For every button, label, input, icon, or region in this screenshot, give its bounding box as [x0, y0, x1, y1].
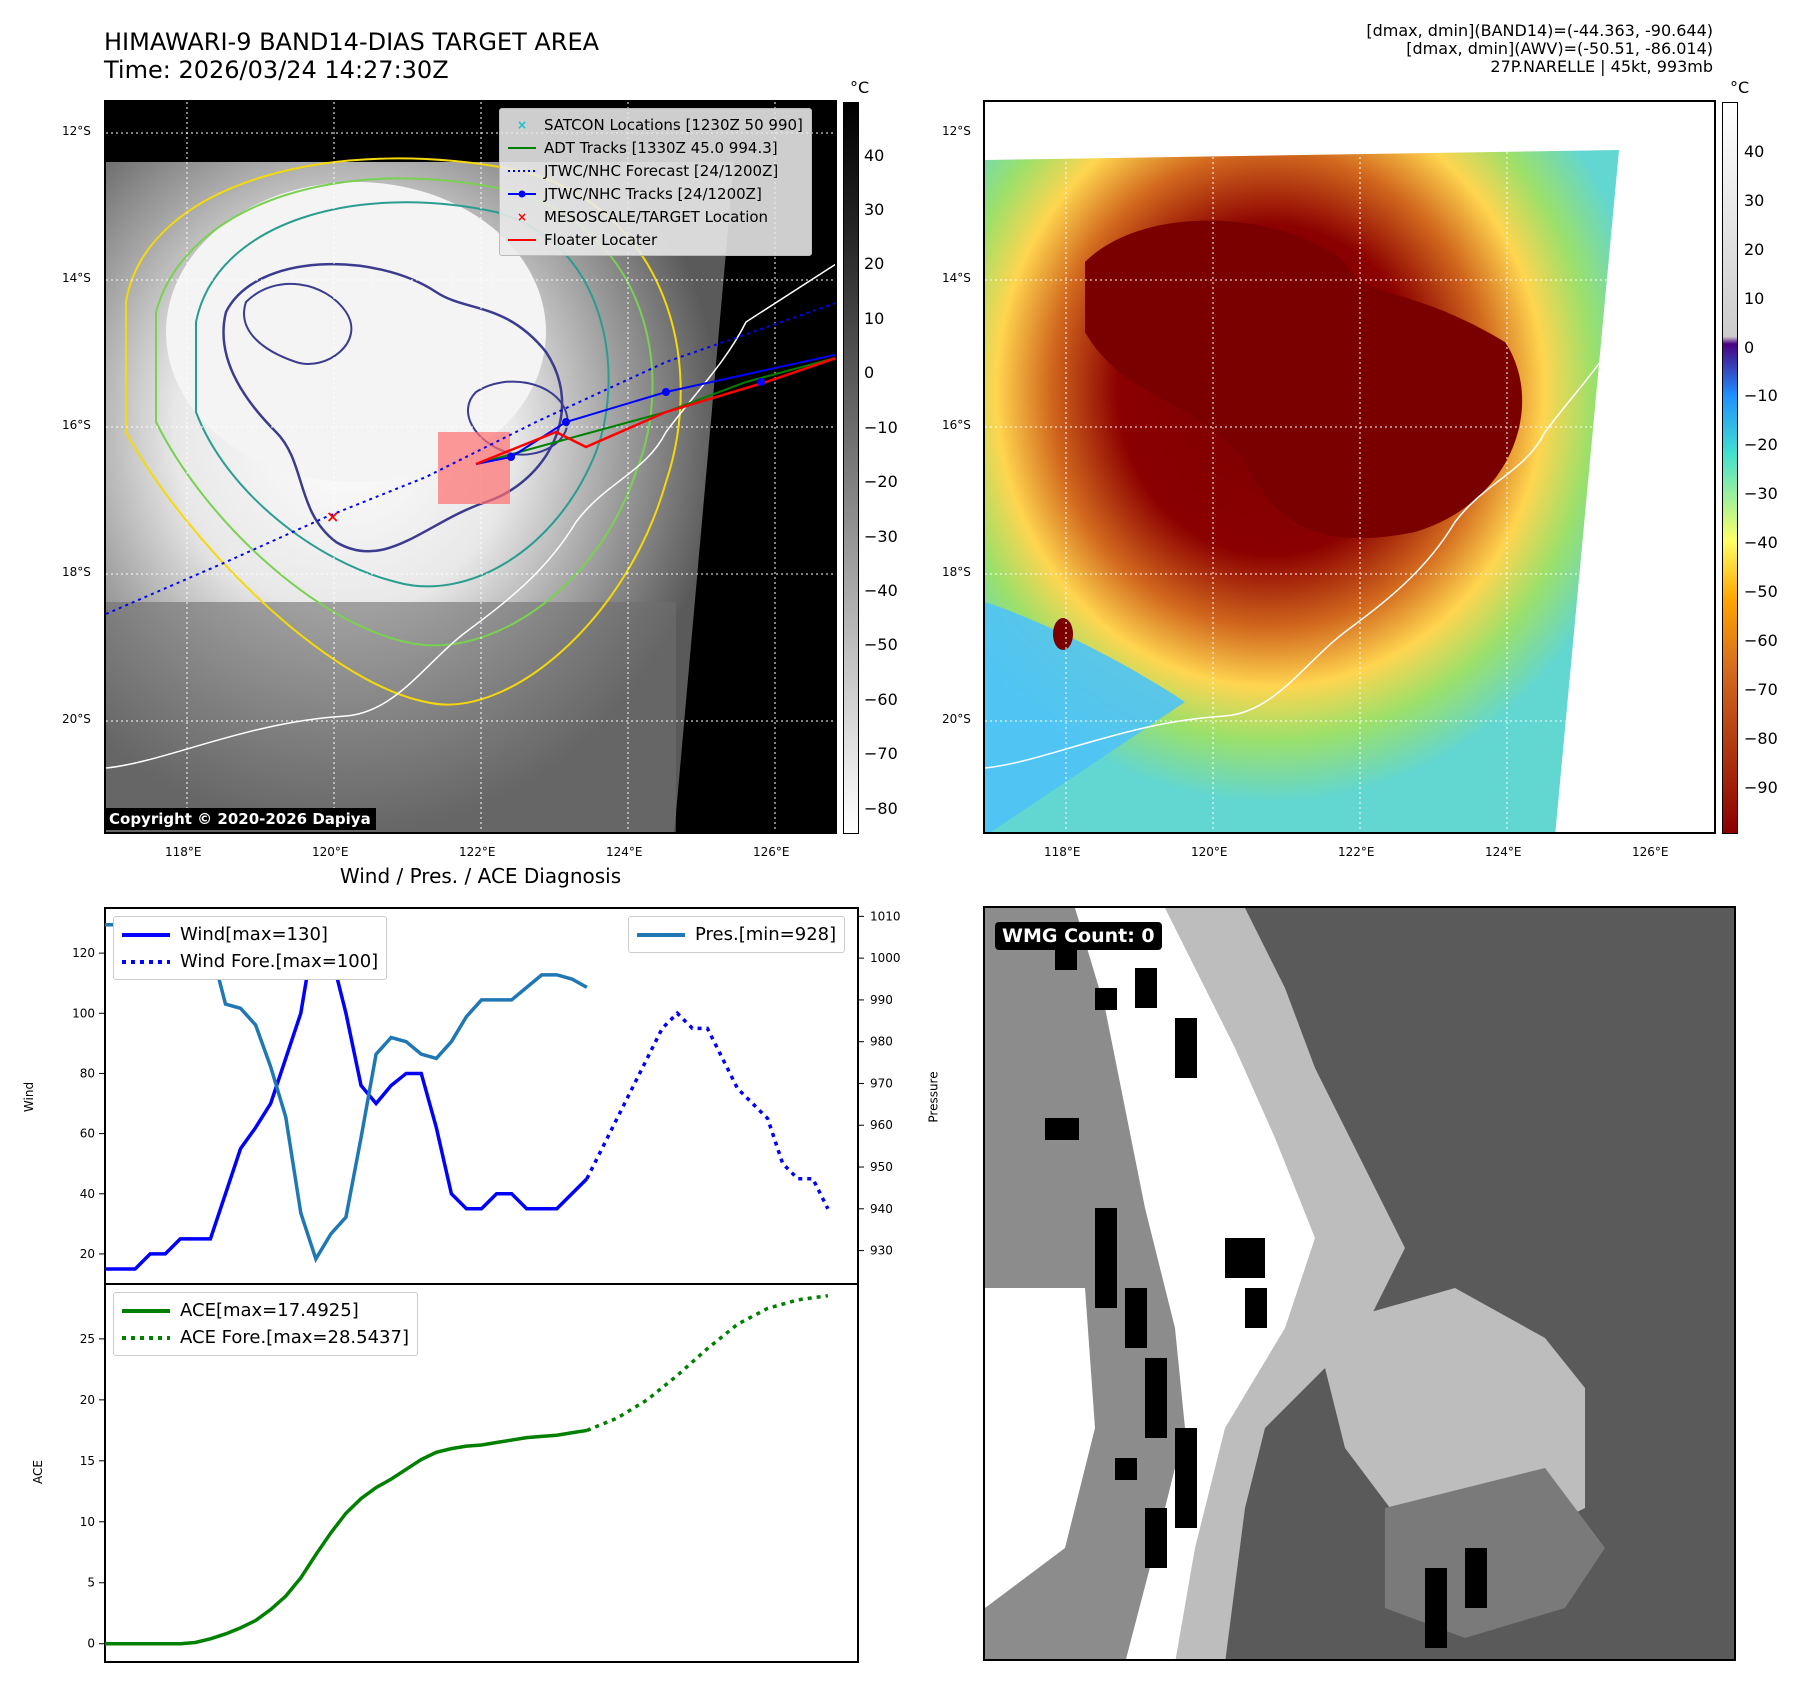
info-band14-range: [dmax, dmin](BAND14)=(-44.363, -90.644): [1366, 21, 1713, 40]
diag-title: Wind / Pres. / ACE Diagnosis: [339, 864, 622, 888]
dias-map-svg: [985, 102, 1714, 832]
wind-tick-label: 40: [80, 1187, 95, 1201]
pressure-legend: Pres.[min=928]: [628, 916, 846, 953]
wmg-count-badge: WMG Count: 0: [995, 922, 1162, 950]
wind-tick-label: 120: [72, 946, 95, 960]
pressure-tick-label: 970: [870, 1076, 893, 1090]
ace-tick-label: 25: [80, 1332, 95, 1346]
pressure-tick-label: 950: [870, 1160, 893, 1174]
ace-series-line-0: [105, 1428, 588, 1646]
wind-legend: Wind[max=130] Wind Fore.[max=100]: [113, 916, 388, 980]
wind-tick-label: 100: [72, 1006, 95, 1020]
coastline: [106, 263, 835, 769]
ace-axis-label: ACE: [30, 1460, 45, 1484]
ace-tick-label: 0: [87, 1637, 95, 1651]
pressure-tick-label: 1000: [870, 951, 900, 965]
colorbar1-unit: °C: [850, 78, 870, 97]
contour-yellow: [125, 157, 682, 706]
pressure-tick-label: 930: [870, 1244, 893, 1258]
ace-series-line-1: [586, 1293, 829, 1433]
pressure-tick-label: 1010: [870, 909, 900, 923]
chart-title: HIMAWARI-9 BAND14-DIAS TARGET AREA Time:…: [104, 28, 600, 84]
legend-target: × MESOSCALE/TARGET Location: [517, 207, 769, 226]
target-marker: ×: [326, 507, 339, 526]
svg-text:×: ×: [517, 120, 527, 130]
svg-text:×: ×: [517, 212, 527, 222]
legend-adt: ADT Tracks [1330Z 45.0 994.3]: [508, 138, 778, 157]
pressure-tick-label: 960: [870, 1118, 893, 1132]
ir-map-svg: ×: [106, 102, 835, 832]
ace-tick-label: 10: [80, 1515, 95, 1529]
dias-coastline: [985, 321, 1626, 769]
copyright-label: Copyright © 2020-2026 Dapiya: [104, 808, 376, 830]
wmg-svg: [985, 908, 1605, 1659]
contour-green: [155, 177, 654, 647]
wind-axis-label: Wind: [22, 1081, 37, 1113]
diag-chart-svg: 2040608010012093094095096097098099010001…: [72, 907, 900, 1663]
legend-jtwc-forecast: JTWC/NHC Forecast [24/1200Z]: [508, 161, 779, 180]
wind-tick-label: 80: [80, 1066, 95, 1080]
legend-wind: Wind[max=130]: [122, 924, 328, 945]
ace-tick-label: 20: [80, 1393, 95, 1407]
colorbar2: [1722, 102, 1738, 834]
legend-ace: ACE[max=17.4925]: [122, 1300, 359, 1321]
dias-gridlines: [985, 102, 1714, 832]
wind-tick-label: 60: [80, 1127, 95, 1141]
legend-floater: Floater Locater: [508, 230, 658, 249]
wind-tick-label: 20: [80, 1247, 95, 1261]
colorbar1: [843, 102, 859, 834]
map-legend: × SATCON Locations [1230Z 50 990] ADT Tra…: [499, 108, 812, 256]
legend-wind-forecast: Wind Fore.[max=100]: [122, 951, 379, 972]
dias-map-panel: [983, 100, 1716, 834]
floater-box: [438, 432, 510, 504]
wmg-panel: [983, 906, 1736, 1661]
ace-tick-label: 15: [80, 1454, 95, 1468]
ace-legend: ACE[max=17.4925] ACE Fore.[max=28.5437]: [113, 1292, 418, 1356]
contour-teal: [195, 201, 610, 588]
info-awv-range: [dmax, dmin](AWV)=(-50.51, -86.014): [1406, 39, 1713, 58]
ace-tick-label: 5: [87, 1576, 95, 1590]
pressure-tick-label: 980: [870, 1035, 893, 1049]
series-line-1: [585, 1010, 830, 1210]
series-line-0: [105, 917, 589, 1271]
pressure-axis-label: Pressure: [926, 1071, 941, 1123]
legend-pressure: Pres.[min=928]: [637, 924, 837, 945]
legend-ace-forecast: ACE Fore.[max=28.5437]: [122, 1327, 409, 1348]
legend-satcon: × SATCON Locations [1230Z 50 990]: [517, 115, 803, 134]
colorbar2-unit: °C: [1730, 78, 1750, 97]
info-storm-summary: 27P.NARELLE | 45kt, 993mb: [1490, 57, 1713, 76]
storm-info: [dmax, dmin](BAND14)=(-44.363, -90.644) …: [1366, 22, 1713, 76]
floater-track: [475, 357, 835, 466]
pressure-tick-label: 990: [870, 993, 893, 1007]
pressure-tick-label: 940: [870, 1202, 893, 1216]
legend-jtwc-tracks: JTWC/NHC Tracks [24/1200Z]: [508, 182, 803, 205]
